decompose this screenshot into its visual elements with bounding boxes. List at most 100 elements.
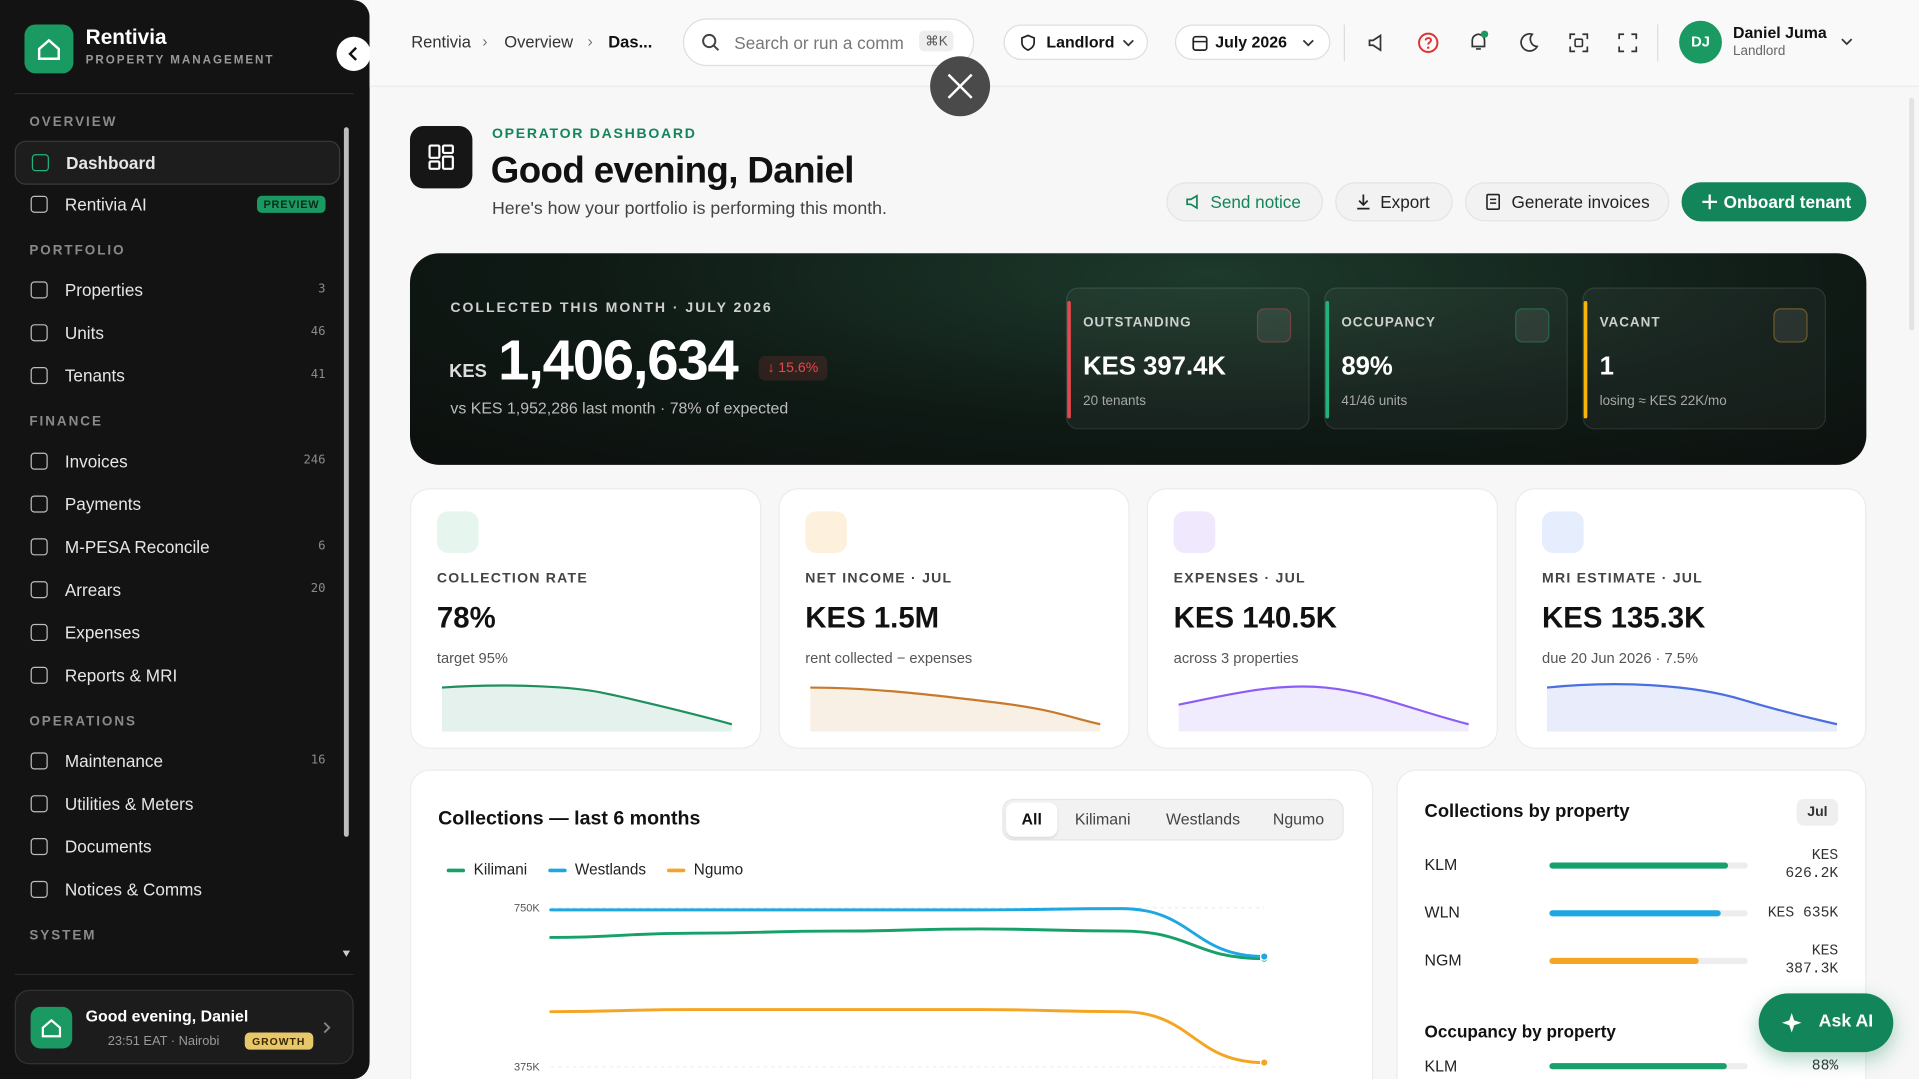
kpi-title: EXPENSES · JUL xyxy=(1173,571,1306,587)
kpi-note: rent collected − expenses xyxy=(805,649,973,667)
nav-item[interactable]: Units 46 xyxy=(15,312,338,354)
kpi-card: EXPENSES · JUL KES 140.5K across 3 propert… xyxy=(1146,488,1498,749)
fullscreen-icon[interactable] xyxy=(1615,31,1639,55)
occupancy-fill xyxy=(1549,1063,1727,1070)
header-icon xyxy=(409,126,473,189)
logo-icon xyxy=(37,38,60,60)
search-placeholder: Search or run a comm xyxy=(734,33,904,53)
profile-card[interactable]: Good evening, Daniel 23:51 EAT · Nairobi… xyxy=(14,989,354,1065)
nav-item[interactable]: Invoices 246 xyxy=(15,440,338,482)
notification-icon[interactable] xyxy=(1466,29,1490,53)
filter-tab[interactable]: All xyxy=(1006,802,1058,837)
nav-item[interactable]: Expenses xyxy=(15,612,338,654)
nav-count: 16 xyxy=(310,753,326,768)
send-notice-button[interactable]: Send notice xyxy=(1166,182,1323,222)
hero-label: COLLECTED THIS MONTH · JULY 2026 xyxy=(450,300,773,316)
kpi-card: NET INCOME · JUL KES 1.5M rent collected −… xyxy=(778,488,1130,749)
nav-item[interactable]: Arrears 20 xyxy=(15,569,338,611)
scroll-arrow xyxy=(342,950,351,957)
period-select[interactable]: July 2026 xyxy=(1174,24,1331,60)
kpi-icon xyxy=(805,511,847,553)
avatar[interactable]: DJ xyxy=(1679,20,1722,64)
role-select[interactable]: Landlord xyxy=(1003,24,1148,60)
theme-icon[interactable] xyxy=(1516,31,1540,55)
nav-label: Reports & MRI xyxy=(64,665,178,686)
nav-icon xyxy=(30,452,48,470)
nav-label: Dashboard xyxy=(66,152,156,173)
collapse-button[interactable] xyxy=(336,36,371,71)
nav-label: Invoices xyxy=(64,451,128,472)
ask-ai-button[interactable]: Ask AI xyxy=(1758,993,1894,1053)
shield-icon xyxy=(1021,34,1036,52)
hero-card: COLLECTED THIS MONTH · JULY 2026 KES 1,4… xyxy=(409,253,1867,465)
divider xyxy=(1343,24,1346,62)
kpi-value: KES 1.5M xyxy=(805,601,940,635)
close-button[interactable] xyxy=(930,56,991,117)
nav-icon xyxy=(30,195,48,213)
legend-swatch xyxy=(547,868,567,873)
nav-label: M-PESA Reconcile xyxy=(64,537,210,557)
user-name: Daniel Juma xyxy=(1732,23,1827,42)
property-value: KES 626.2K xyxy=(1785,846,1839,883)
nav-item[interactable]: M-PESA Reconcile 6 xyxy=(15,526,338,568)
breadcrumb[interactable]: Overview xyxy=(504,33,574,52)
tile-note: losing ≈ KES 22K/mo xyxy=(1599,393,1727,409)
hero-tile: OCCUPANCY 89% 41/46 units xyxy=(1324,287,1568,430)
property-fill xyxy=(1549,957,1699,965)
nav-count: 20 xyxy=(310,582,326,596)
divider xyxy=(14,92,354,95)
breadcrumb-sep: › xyxy=(587,31,593,51)
nav-item[interactable]: Documents xyxy=(15,826,338,868)
nav-label: Units xyxy=(64,322,104,343)
kpi-title: NET INCOME · JUL xyxy=(805,571,953,587)
kpi-icon xyxy=(1542,511,1584,553)
nav-item[interactable]: Notices & Comms xyxy=(15,869,338,911)
filter-tab[interactable]: Ngumo xyxy=(1272,809,1325,829)
dashboard-icon xyxy=(428,144,454,170)
legend-label: Westlands xyxy=(574,861,647,879)
nav-icon xyxy=(31,154,49,172)
nav-item[interactable]: Utilities & Meters xyxy=(15,783,338,825)
nav-item[interactable]: Dashboard xyxy=(14,140,341,185)
property-track xyxy=(1549,862,1748,869)
nav-item[interactable]: Maintenance 16 xyxy=(15,740,338,782)
sparkline xyxy=(810,686,1101,732)
kpi-note: target 95% xyxy=(436,649,508,667)
end-point xyxy=(1259,952,1269,961)
nav-label: Expenses xyxy=(64,622,141,643)
nav-count: 246 xyxy=(303,453,326,468)
tile-title: OCCUPANCY xyxy=(1341,315,1436,331)
calendar-icon xyxy=(1192,35,1208,52)
nav-badge: PREVIEW xyxy=(257,195,326,213)
page-scrollbar xyxy=(1909,97,1915,331)
nav-item[interactable]: Reports & MRI xyxy=(15,655,338,697)
help-icon[interactable] xyxy=(1416,31,1440,55)
announce-icon[interactable] xyxy=(1366,31,1390,55)
period-label: July 2026 xyxy=(1215,33,1287,52)
sidebar: Rentivia PROPERTY MANAGEMENT OVERVIEW Das… xyxy=(0,0,371,1079)
section-title: FINANCE xyxy=(29,414,103,430)
occupancy-track xyxy=(1549,1063,1748,1070)
breadcrumb[interactable]: Rentivia xyxy=(411,33,471,52)
export-button[interactable]: Export xyxy=(1335,182,1453,222)
download-icon xyxy=(1357,194,1370,210)
legend-label: Kilimani xyxy=(473,861,528,879)
hero-change: ↓ 15.6% xyxy=(758,356,827,381)
sparkline-area xyxy=(810,687,1101,732)
kpi-title: MRI ESTIMATE · JUL xyxy=(1542,571,1704,587)
filter-tab[interactable]: Westlands xyxy=(1166,809,1241,829)
nav-item[interactable]: Properties 3 xyxy=(15,269,338,311)
generate-invoices-button[interactable]: Generate invoices xyxy=(1464,182,1670,222)
divider xyxy=(1657,24,1659,62)
tile-value: 1 xyxy=(1599,352,1614,381)
chevron xyxy=(1302,39,1314,47)
nav-item[interactable]: Payments xyxy=(15,483,338,525)
occupancy-title: Occupancy by property xyxy=(1424,1021,1616,1042)
nav-count: 41 xyxy=(310,368,326,382)
focus-icon[interactable] xyxy=(1567,31,1591,55)
property-value: KES 387.3K xyxy=(1785,942,1839,978)
nav-item[interactable]: Rentivia AI PREVIEW xyxy=(15,184,338,226)
search-box[interactable]: Search or run a comm ⌘K xyxy=(682,18,975,67)
nav-item[interactable]: Tenants 41 xyxy=(15,355,338,397)
filter-tab[interactable]: Kilimani xyxy=(1074,809,1131,829)
